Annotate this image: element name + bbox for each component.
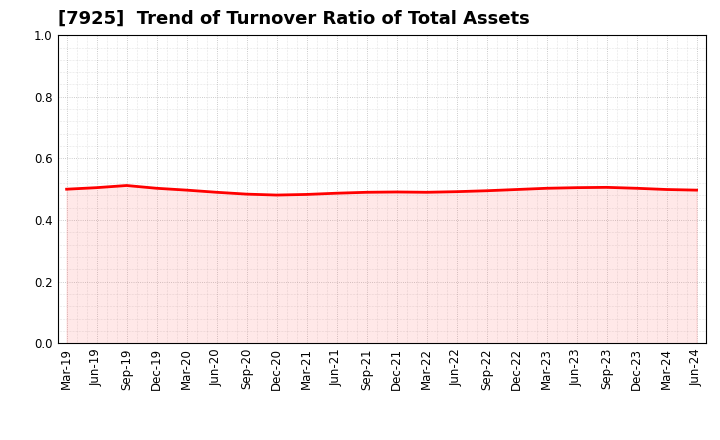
Text: [7925]  Trend of Turnover Ratio of Total Assets: [7925] Trend of Turnover Ratio of Total … xyxy=(58,10,529,28)
